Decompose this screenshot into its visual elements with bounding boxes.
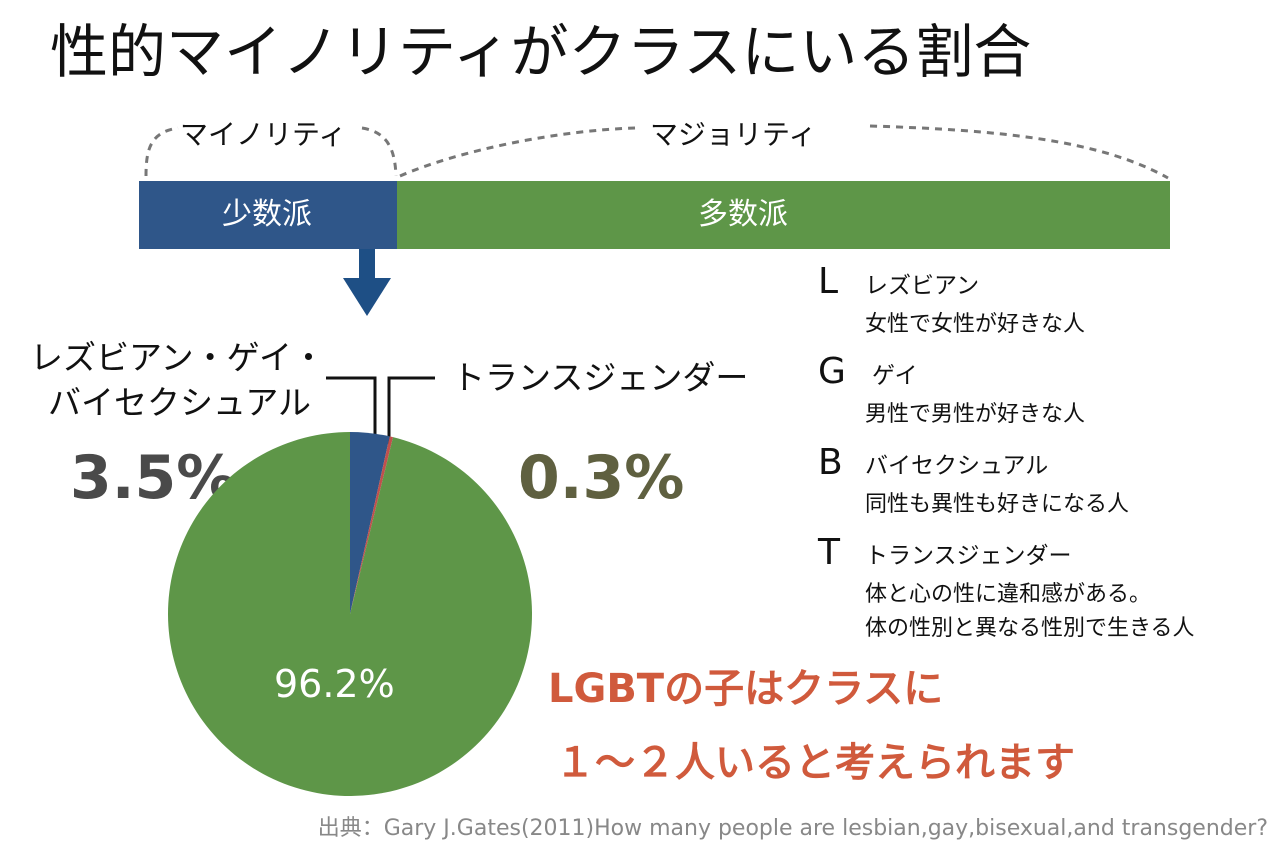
legend-term-b: バイセクシュアル [865, 453, 1049, 479]
legend-term-l: レズビアン [865, 273, 980, 299]
pie-label-lgb-line2: バイセクシュアル [48, 383, 312, 422]
legend-letter-t: T [818, 532, 840, 573]
legend-desc-b: 同性も異性も好きになる人 [865, 492, 1130, 517]
minority-group-label: マイノリティ [180, 118, 347, 151]
pie-slice-lgb [350, 432, 390, 614]
minority-brace [144, 126, 179, 177]
pie-label-lgb-line1: レズビアン・ゲイ・ [30, 338, 326, 377]
bar-segment-majority [396, 181, 1170, 249]
bar-label-minority: 少数派 [222, 197, 312, 232]
pie-data-label-other: 96.2% [274, 662, 395, 706]
pie-data-label-trans: 0.3% [518, 443, 685, 513]
majority-brace-right [869, 124, 1169, 180]
legend-desc-g: 男性で男性が好きな人 [865, 402, 1086, 427]
majority-group-label: マジョリティ [650, 118, 817, 151]
legend-letter-l: L [818, 261, 839, 302]
pie-slice-trans [350, 436, 394, 614]
message-line1: LGBTの子はクラスに [548, 666, 944, 712]
majority-brace-left [399, 126, 637, 178]
legend-letter-g: G [818, 351, 846, 392]
legend-desc-t-line2: 体の性別と異なる性別で生きる人 [865, 616, 1195, 641]
minority-brace-right [361, 126, 398, 177]
trans-leader-line [387, 376, 435, 444]
legend-term-g: ゲイ [872, 363, 918, 389]
bar-segment-minority [139, 181, 397, 249]
bar-label-majority: 多数派 [698, 197, 788, 232]
message-line2: １～２人いると考えられます [555, 740, 1075, 786]
pie-chart [168, 432, 532, 796]
pie-label-trans: トランスジェンダー [452, 358, 749, 397]
legend-term-t: トランスジェンダー [865, 543, 1072, 569]
legend-letter-b: B [818, 442, 843, 483]
legend-desc-t-line1: 体と心の性に違和感がある。 [865, 582, 1152, 607]
lgb-leader-line [326, 376, 377, 444]
page-title: 性的マイノリティがクラスにいる割合 [50, 18, 1032, 86]
pie-slice-other [168, 432, 532, 796]
legend-desc-l: 女性で女性が好きな人 [865, 312, 1086, 337]
source-citation: 出典：Gary J.Gates(2011)How many people are… [317, 816, 1268, 841]
bar-chart [139, 181, 1170, 249]
